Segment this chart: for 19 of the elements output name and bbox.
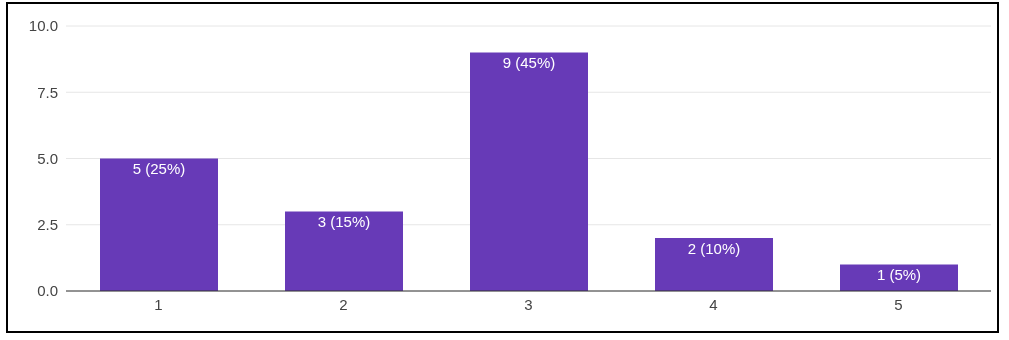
data-label: 2 (10%) [687,239,741,257]
x-tick-label: 5 [894,295,903,313]
x-tick-label: 4 [709,295,718,313]
bar [655,238,773,291]
y-tick-label: 5.0 [37,149,58,167]
bar [285,211,403,291]
bar [470,52,588,291]
y-tick-label: 0.0 [37,282,58,300]
data-label: 1 (5%) [876,266,922,284]
bar [100,158,218,291]
data-label: 3 (15%) [317,213,371,231]
data-label: 9 (45%) [502,54,556,72]
y-tick-label: 10.0 [28,17,58,35]
y-tick-label: 2.5 [37,216,58,234]
y-tick-label: 7.5 [37,83,58,101]
data-label: 5 (25%) [132,160,186,178]
x-tick-label: 2 [339,295,348,313]
x-tick-label: 1 [154,295,163,313]
x-tick-label: 3 [524,295,533,313]
